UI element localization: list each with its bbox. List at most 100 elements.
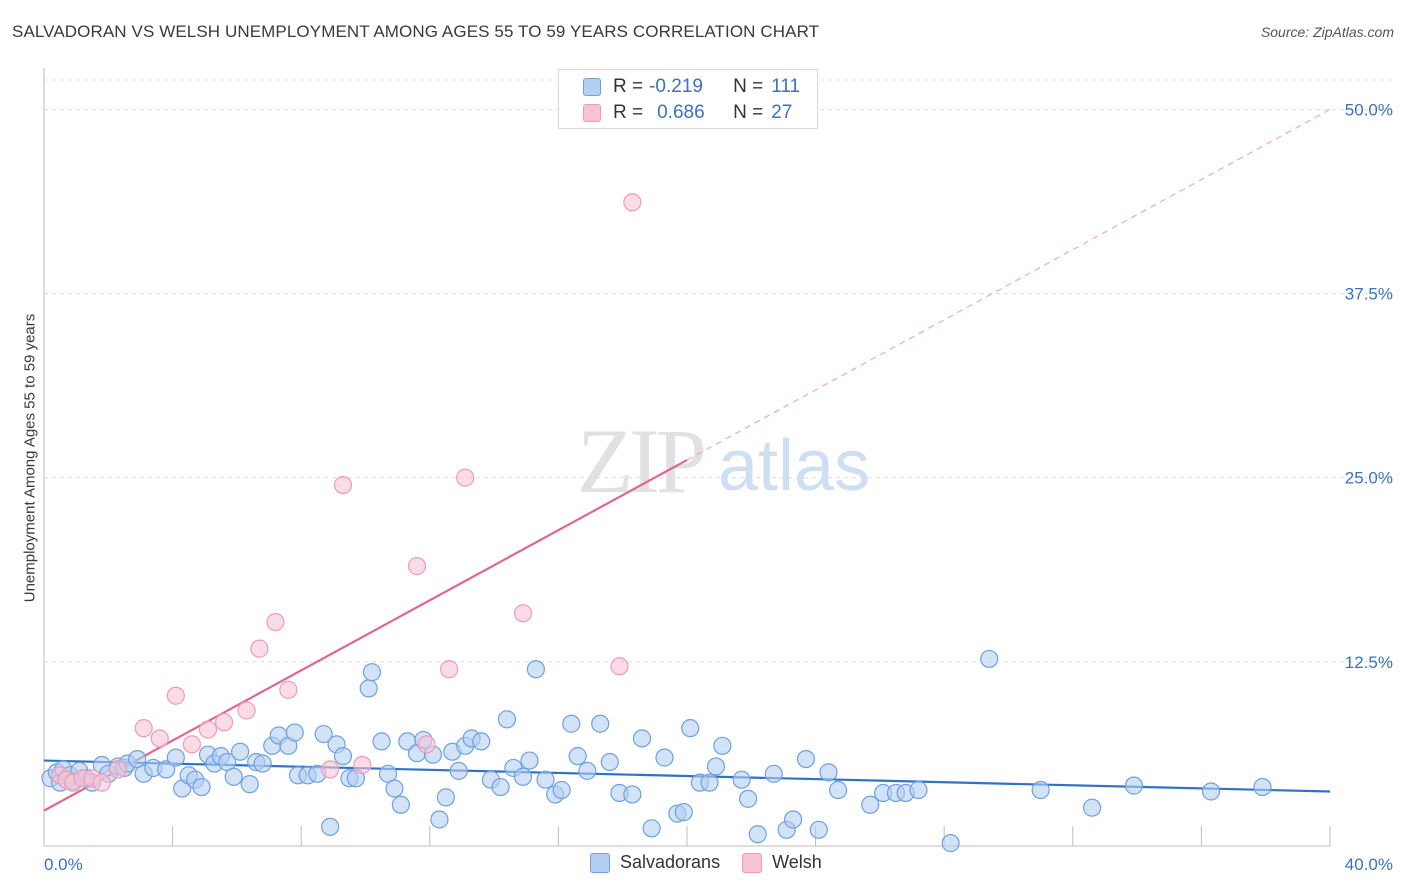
salvadorans-point: [568, 747, 587, 766]
salvadorans-point: [513, 767, 533, 786]
y-tick-label: 12.5%: [1345, 653, 1393, 672]
welsh-point: [439, 660, 459, 679]
welsh-point: [407, 557, 427, 576]
n-label: N =: [733, 102, 764, 123]
salvadorans-point: [600, 752, 619, 772]
welsh-point: [250, 639, 269, 658]
salvadorans-point: [359, 679, 378, 698]
salvadorans-point: [809, 820, 828, 839]
welsh-point: [623, 193, 642, 212]
tick-labels: 12.5% 25.0% 37.5% 50.0% 0.0% 40.0%: [44, 100, 1393, 874]
salvadorans-point: [157, 760, 176, 779]
welsh-point: [166, 686, 185, 705]
salvadorans-point: [520, 751, 539, 770]
series-legend: Salvadorans Welsh: [590, 852, 844, 873]
salvadorans-point: [909, 780, 928, 800]
salvadorans-point: [941, 833, 960, 853]
welsh-trend-line: [43, 459, 688, 812]
n-label: N =: [733, 76, 764, 97]
salvadorans-point: [713, 736, 732, 755]
salvadorans-point: [526, 660, 545, 679]
welsh-point: [150, 729, 169, 748]
salvadorans-point: [829, 780, 848, 800]
salvadorans-point: [372, 732, 391, 751]
legend-label-welsh: Welsh: [772, 852, 822, 872]
salvadorans-point: [224, 767, 243, 786]
y-tick-label: 50.0%: [1345, 100, 1393, 119]
salvadorans-point: [166, 748, 185, 767]
welsh-point: [513, 604, 533, 623]
welsh-point: [92, 773, 111, 792]
salvadorans-point: [253, 754, 272, 773]
welsh-point: [321, 760, 340, 779]
legend-label-salvadorans: Salvadorans: [620, 852, 721, 872]
data-points: [41, 193, 1272, 853]
n-value: 111: [771, 76, 801, 97]
watermark: ZIP atlas: [577, 410, 870, 512]
legend-swatch-pink: [583, 104, 601, 122]
welsh-point: [134, 719, 153, 738]
salvadorans-point: [562, 714, 581, 733]
salvadorans-point: [314, 724, 333, 744]
legend-swatch-pink: [742, 852, 763, 873]
salvadorans-point: [430, 810, 449, 829]
salvadorans-point: [738, 789, 758, 808]
salvadorans-point: [655, 748, 674, 767]
trend-lines: [43, 108, 1331, 812]
welsh-point: [198, 720, 218, 739]
salvadorans-point: [591, 714, 610, 733]
welsh-point: [353, 755, 372, 775]
salvadorans-point: [1253, 777, 1272, 797]
salvadorans-point: [321, 817, 340, 836]
r-label: R =: [613, 102, 644, 123]
salvadorans-point: [552, 780, 571, 800]
welsh-point: [610, 657, 629, 676]
salvadorans-point: [980, 649, 999, 669]
salvadorans-point: [1082, 798, 1102, 817]
source-label: Source: ZipAtlas.com: [1260, 24, 1394, 40]
r-value: 0.686: [657, 102, 705, 123]
salvadorans-point: [391, 795, 410, 814]
y-axis-label: Unemployment Among Ages 55 to 59 years: [21, 313, 39, 603]
welsh-point: [237, 701, 256, 720]
salvadorans-point: [748, 825, 767, 844]
welsh-point: [456, 468, 475, 487]
watermark-atlas: atlas: [718, 426, 870, 506]
salvadorans-point: [449, 761, 468, 780]
salvadorans-point: [240, 775, 259, 794]
welsh-point: [333, 475, 353, 495]
salvadorans-point: [700, 773, 719, 792]
salvadorans-point: [623, 785, 642, 804]
grid: [44, 79, 1392, 663]
y-tick-label: 37.5%: [1345, 285, 1393, 304]
welsh-point: [417, 735, 436, 754]
legend-row-welsh: R = 0.686 N = 27: [583, 101, 792, 125]
legend-swatch-blue: [590, 852, 610, 873]
salvadorans-point: [231, 742, 250, 761]
legend-item-salvadorans: Salvadorans: [590, 852, 720, 873]
welsh-point: [108, 760, 128, 779]
salvadorans-point: [1201, 782, 1221, 801]
salvadorans-point: [285, 723, 304, 742]
y-tick-label: 25.0%: [1345, 469, 1393, 488]
salvadorans-point: [1031, 780, 1050, 800]
x-tick-label: 0.0%: [44, 855, 83, 874]
r-value: -0.219: [649, 76, 703, 97]
r-label: R =: [613, 76, 644, 97]
salvadorans-point: [578, 761, 597, 780]
n-value: 27: [771, 102, 793, 123]
salvadorans-point: [706, 757, 726, 776]
welsh-point: [214, 713, 234, 732]
salvadorans-point: [764, 764, 783, 783]
salvadorans-point: [497, 710, 517, 729]
salvadorans-point: [362, 663, 382, 682]
chart-title: SALVADORAN VS WELSH UNEMPLOYMENT AMONG A…: [12, 22, 820, 41]
salvadorans-point: [436, 788, 455, 807]
salvadorans-point: [861, 795, 880, 814]
salvadorans-point: [819, 763, 838, 782]
legend-item-welsh: Welsh: [742, 852, 822, 873]
salvadorans-point: [674, 803, 693, 822]
salvadorans-point: [1124, 776, 1143, 795]
salvadorans-point: [472, 732, 491, 751]
